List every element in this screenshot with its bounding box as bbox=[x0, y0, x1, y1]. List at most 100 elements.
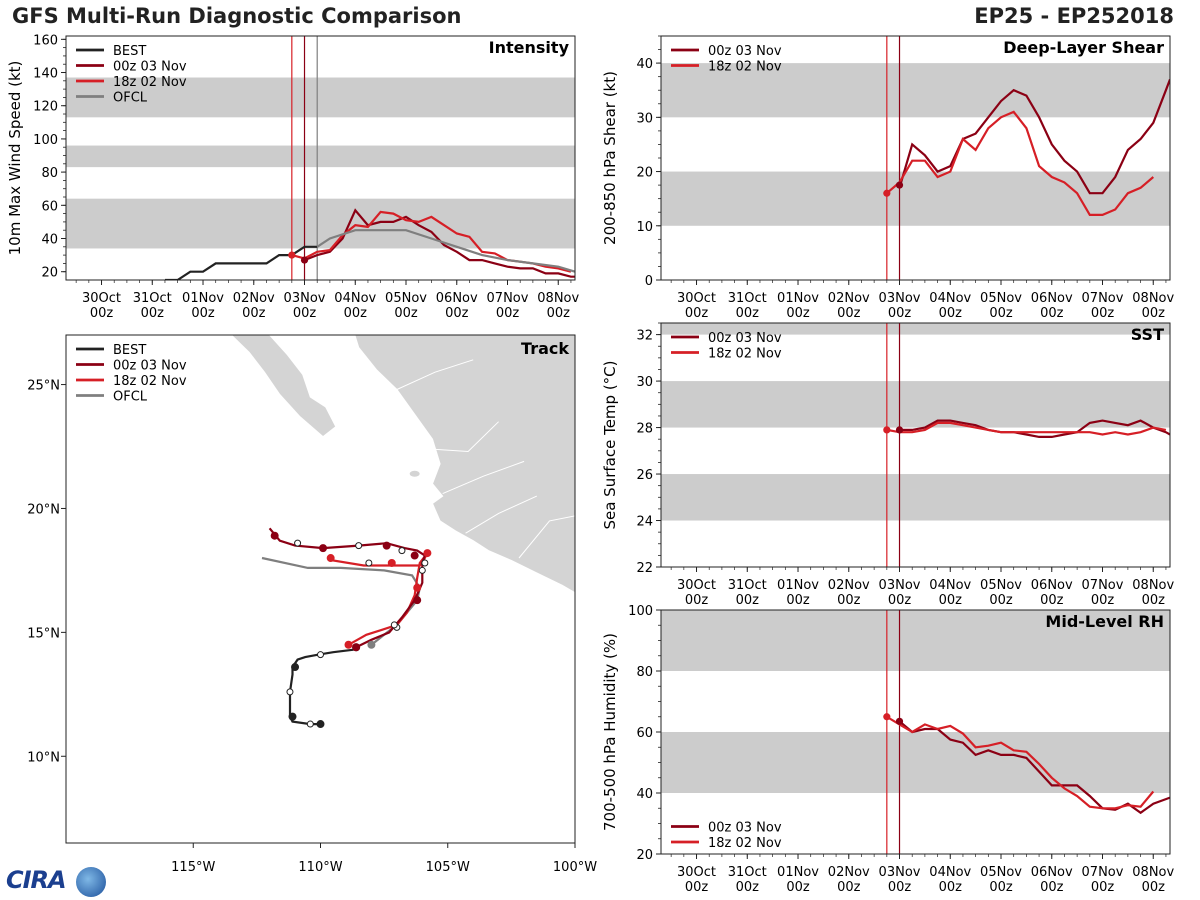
rh-panel: 2040608010030Oct00z31Oct00z01Nov00z02Nov… bbox=[601, 604, 1175, 895]
shear-xtick-label: 00z bbox=[1142, 306, 1166, 321]
rh-legend-label: 00z 03 Nov bbox=[708, 821, 782, 836]
track-ytick-label: 25°N bbox=[27, 379, 60, 394]
rh-xtick-label: 07Nov bbox=[1082, 865, 1124, 880]
track-line bbox=[329, 552, 429, 646]
intensity-ytick-label: 60 bbox=[41, 199, 58, 214]
intensity-series-line bbox=[316, 229, 575, 273]
intensity-legend-label: OFCL bbox=[113, 91, 148, 106]
intensity-xtick-label: 00z bbox=[90, 306, 114, 321]
state-border bbox=[429, 421, 499, 453]
track-point bbox=[365, 559, 373, 567]
rh-ytick-label: 60 bbox=[636, 726, 653, 741]
shear-point bbox=[883, 189, 891, 197]
shear-point bbox=[895, 181, 904, 189]
sst-band bbox=[661, 323, 1170, 335]
track-point bbox=[306, 720, 314, 728]
track-point bbox=[355, 542, 363, 550]
sst-ytick-label: 24 bbox=[636, 515, 653, 530]
track-point bbox=[326, 554, 335, 563]
rh-xtick-label: 00z bbox=[736, 880, 760, 895]
mexico-mainland bbox=[354, 335, 575, 594]
shear-legend-label: 18z 02 Nov bbox=[708, 60, 782, 75]
rh-xtick-label: 00z bbox=[1142, 880, 1166, 895]
intensity-ytick-label: 80 bbox=[41, 166, 58, 181]
sst-xtick-label: 07Nov bbox=[1082, 578, 1124, 593]
sst-xtick-label: 00z bbox=[837, 593, 861, 608]
sst-legend-label: 00z 03 Nov bbox=[708, 331, 782, 346]
islas-marias bbox=[409, 470, 420, 477]
track-point bbox=[423, 549, 432, 558]
shear-xtick-label: 00z bbox=[939, 306, 963, 321]
track-xtick-label: 115°W bbox=[171, 860, 215, 875]
state-border bbox=[442, 460, 525, 495]
shear-ylabel: 200-850 hPa Shear (kt) bbox=[601, 71, 619, 245]
intensity-ytick-label: 140 bbox=[33, 67, 58, 82]
intensity-ytick-label: 20 bbox=[41, 266, 58, 281]
rh-xtick-label: 00z bbox=[888, 880, 912, 895]
intensity-xtick-label: 03Nov bbox=[284, 291, 326, 306]
rh-xtick-label: 00z bbox=[989, 880, 1013, 895]
track-legend-label: 00z 03 Nov bbox=[113, 359, 187, 374]
rh-band bbox=[661, 732, 1170, 793]
rh-legend-label: 18z 02 Nov bbox=[708, 836, 782, 851]
shear-xtick-label: 30Oct bbox=[677, 291, 716, 306]
intensity-series-line bbox=[304, 208, 575, 278]
intensity-xtick-label: 07Nov bbox=[487, 291, 529, 306]
track-point bbox=[390, 621, 398, 629]
shear-legend-label: 00z 03 Nov bbox=[708, 44, 782, 59]
sst-frame bbox=[660, 322, 1171, 568]
intensity-ytick-label: 100 bbox=[33, 133, 58, 148]
cira-logo: CIRA bbox=[6, 866, 106, 898]
shear-xtick-label: 04Nov bbox=[929, 291, 971, 306]
rh-xtick-label: 06Nov bbox=[1031, 865, 1073, 880]
intensity-xtick-label: 00z bbox=[445, 306, 469, 321]
state-border bbox=[396, 359, 474, 390]
sst-xtick-label: 03Nov bbox=[879, 578, 921, 593]
shear-band bbox=[661, 63, 1170, 118]
sst-ytick-label: 26 bbox=[636, 468, 653, 483]
rh-xtick-label: 01Nov bbox=[777, 865, 819, 880]
track-lines bbox=[261, 527, 432, 729]
intensity-legend-label: 00z 03 Nov bbox=[113, 60, 187, 75]
track-point bbox=[367, 640, 376, 649]
track-point bbox=[319, 544, 328, 553]
intensity-legend-label: BEST bbox=[113, 44, 146, 59]
shear-xtick-label: 01Nov bbox=[777, 291, 819, 306]
track-ytick-label: 10°N bbox=[27, 750, 60, 765]
intensity-ylabel: 10m Max Wind Speed (kt) bbox=[6, 61, 24, 256]
intensity-xtick-label: 01Nov bbox=[182, 291, 224, 306]
sst-xtick-label: 00z bbox=[786, 593, 810, 608]
shear-xtick-label: 00z bbox=[888, 306, 912, 321]
shear-ytick-label: 20 bbox=[636, 166, 653, 181]
sst-xtick-label: 01Nov bbox=[777, 578, 819, 593]
track-point bbox=[288, 712, 297, 721]
intensity-ytick-label: 160 bbox=[33, 33, 58, 48]
shear-xtick-label: 31Oct bbox=[728, 291, 767, 306]
shear-xtick-label: 00z bbox=[685, 306, 709, 321]
sst-ytick-label: 30 bbox=[636, 375, 653, 390]
track-point bbox=[286, 688, 294, 696]
track-line bbox=[288, 648, 354, 726]
intensity-band bbox=[66, 145, 575, 168]
rh-xtick-label: 08Nov bbox=[1132, 865, 1174, 880]
sst-panel: 22242628303230Oct00z31Oct00z01Nov00z02No… bbox=[601, 322, 1175, 608]
track-title: Track bbox=[521, 339, 569, 358]
shear-xtick-label: 00z bbox=[989, 306, 1013, 321]
intensity-ytick-label: 120 bbox=[33, 100, 58, 115]
track-point bbox=[344, 640, 353, 649]
sst-series-line bbox=[899, 419, 1170, 438]
shear-ytick-label: 0 bbox=[645, 274, 653, 289]
rh-ytick-label: 40 bbox=[636, 787, 653, 802]
sst-xtick-label: 00z bbox=[939, 593, 963, 608]
intensity-point bbox=[288, 251, 296, 259]
track-point bbox=[382, 541, 391, 550]
track-line bbox=[261, 556, 421, 646]
sst-point bbox=[883, 426, 891, 434]
sst-xtick-label: 06Nov bbox=[1031, 578, 1073, 593]
figure-title: GFS Multi-Run Diagnostic Comparison bbox=[12, 4, 462, 28]
rh-xtick-label: 02Nov bbox=[828, 865, 870, 880]
track-point bbox=[352, 643, 361, 652]
track-legend-label: OFCL bbox=[113, 390, 148, 405]
shear-ytick-label: 40 bbox=[636, 57, 653, 72]
sst-xtick-label: 05Nov bbox=[980, 578, 1022, 593]
